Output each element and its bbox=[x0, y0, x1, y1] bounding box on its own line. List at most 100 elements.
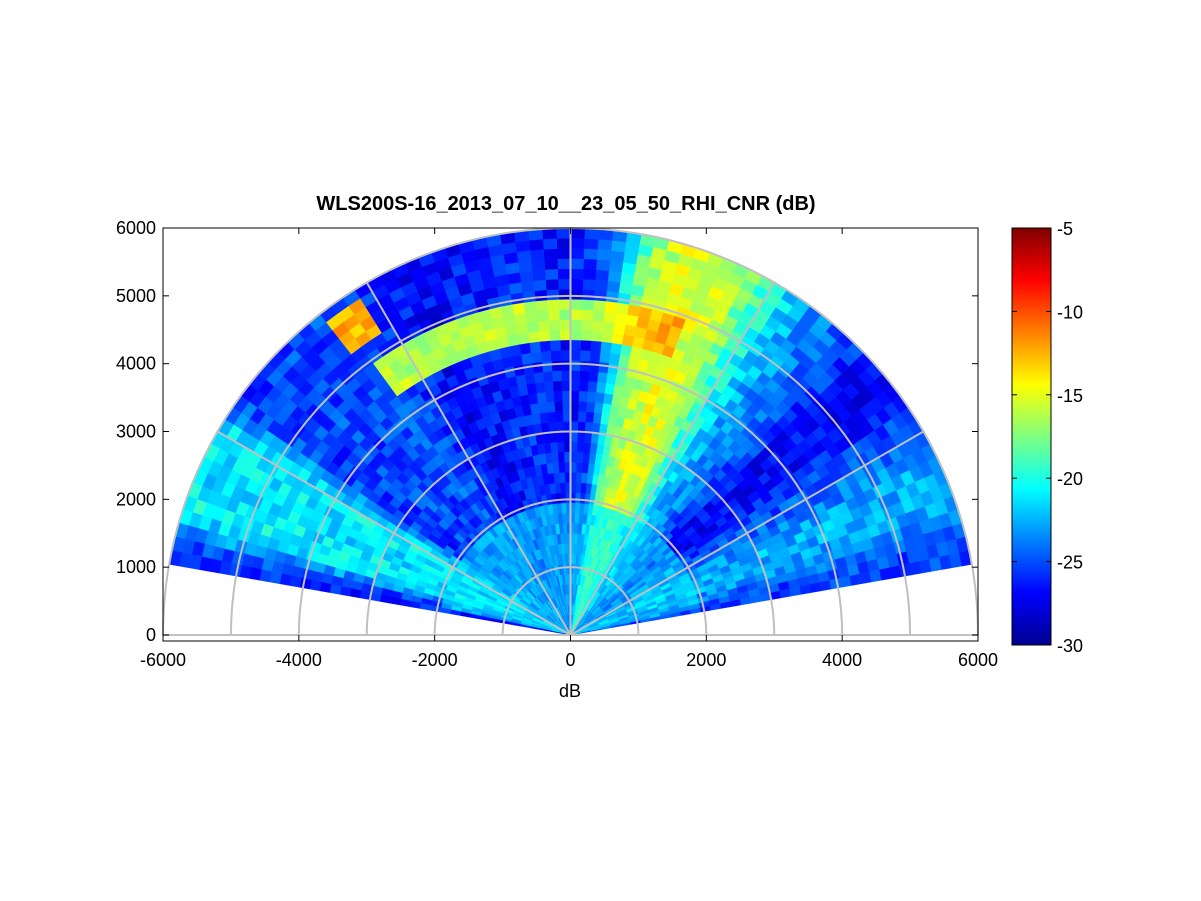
heatmap-cell bbox=[581, 309, 594, 321]
heatmap-cell bbox=[537, 320, 550, 332]
y-tick-label: 1000 bbox=[116, 557, 156, 577]
heatmap-cell bbox=[580, 339, 592, 352]
heatmap-cell bbox=[578, 400, 588, 412]
heatmap-cell bbox=[536, 391, 547, 404]
heatmap-cell bbox=[580, 319, 593, 331]
heatmap-cell bbox=[582, 289, 595, 301]
colorbar-tick-label: -10 bbox=[1057, 302, 1083, 322]
heatmap-cell bbox=[529, 341, 541, 354]
heatmap-cell bbox=[588, 452, 597, 464]
heatmap-cell bbox=[582, 278, 596, 291]
heatmap-cell bbox=[588, 360, 600, 373]
heatmap-cell bbox=[560, 360, 571, 371]
heatmap-cell bbox=[573, 533, 578, 544]
heatmap-cell bbox=[511, 302, 526, 315]
heatmap-cell bbox=[579, 350, 591, 362]
heatmap-cell bbox=[570, 400, 579, 412]
heatmap-cell bbox=[528, 238, 544, 251]
x-axis-label: dB bbox=[559, 681, 581, 701]
heatmap-cell bbox=[562, 400, 571, 412]
angle-spoke bbox=[217, 430, 571, 636]
heatmap-cell bbox=[570, 390, 580, 402]
heatmap-cell bbox=[524, 310, 538, 323]
heatmap-cell bbox=[570, 349, 581, 361]
heatmap-cell bbox=[517, 332, 530, 345]
heatmap-cell bbox=[595, 269, 610, 282]
heatmap-cell bbox=[570, 227, 585, 239]
heatmap-cell bbox=[596, 371, 608, 384]
heatmap-cell bbox=[530, 259, 546, 271]
heatmap-cell bbox=[594, 391, 605, 404]
heatmap-cell bbox=[570, 319, 582, 331]
heatmap-cell bbox=[556, 431, 564, 443]
heatmap-cell bbox=[544, 268, 559, 280]
heatmap-cell bbox=[547, 309, 560, 321]
heatmap-cell bbox=[554, 411, 564, 423]
heatmap-cell bbox=[531, 361, 544, 374]
heatmap-cell bbox=[526, 321, 539, 333]
heatmap-cell bbox=[575, 482, 582, 494]
heatmap-cell bbox=[576, 451, 584, 463]
heatmap-cell bbox=[570, 288, 583, 300]
heatmap-cell bbox=[618, 354, 631, 367]
heatmap-cell bbox=[593, 402, 604, 414]
heatmap-cell bbox=[534, 289, 548, 302]
chart-title: WLS200S-16_2013_07_10__23_05_50_RHI_CNR … bbox=[316, 193, 815, 215]
heatmap-cell bbox=[558, 472, 566, 483]
x-tick-label: 6000 bbox=[958, 650, 998, 670]
heatmap-cell bbox=[546, 299, 560, 311]
heatmap-cell bbox=[542, 370, 553, 383]
heatmap-cell bbox=[547, 421, 557, 433]
heatmap-cell bbox=[611, 332, 624, 345]
plot-area: -6000 -4000 -2000 0 2000 4000 6000 0 1000 2000 300… bbox=[116, 218, 998, 670]
heatmap-cell bbox=[575, 461, 583, 473]
heatmap-cell bbox=[580, 472, 588, 484]
y-tick-label: 3000 bbox=[116, 422, 156, 442]
heatmap-cell bbox=[545, 278, 559, 291]
heatmap-cell bbox=[608, 260, 624, 273]
heatmap-cell bbox=[557, 258, 571, 270]
heatmap-cell bbox=[545, 401, 556, 413]
heatmap-cell bbox=[570, 431, 578, 442]
heatmap-cell bbox=[607, 270, 622, 283]
heatmap-cell bbox=[584, 421, 594, 433]
heatmap-cell bbox=[562, 410, 571, 422]
heatmap-cell bbox=[518, 342, 532, 355]
heatmap-cell bbox=[556, 227, 571, 239]
heatmap-cell bbox=[602, 392, 614, 405]
heatmap-cell bbox=[610, 240, 627, 253]
x-tick-label: -2000 bbox=[412, 650, 458, 670]
heatmap-cell bbox=[570, 441, 578, 453]
heatmap-cell bbox=[530, 351, 542, 364]
heatmap-cell bbox=[543, 248, 558, 260]
heatmap-cell bbox=[609, 250, 625, 263]
heatmap-cell bbox=[560, 349, 571, 361]
colorbar-tick-label: -5 bbox=[1057, 219, 1073, 239]
heatmap-cell bbox=[535, 299, 548, 312]
heatmap-cell bbox=[606, 280, 621, 293]
heatmap-cell bbox=[570, 410, 579, 422]
colorbar-gradient bbox=[1011, 227, 1052, 646]
heatmap-cell bbox=[570, 329, 582, 341]
heatmap-cell bbox=[520, 280, 535, 293]
heatmap-cells bbox=[168, 227, 973, 636]
x-tick-label: 4000 bbox=[822, 650, 862, 670]
heatmap-cell bbox=[597, 238, 613, 251]
heatmap-cell bbox=[607, 362, 619, 375]
heatmap-cell bbox=[541, 360, 553, 373]
heatmap-cell bbox=[588, 370, 599, 383]
heatmap-cell bbox=[593, 299, 606, 312]
colorbar-tick-label: -20 bbox=[1057, 469, 1083, 489]
heatmap-cell bbox=[604, 300, 618, 313]
heatmap-cell bbox=[542, 238, 558, 250]
heatmap-cell bbox=[570, 370, 580, 381]
heatmap-cell bbox=[289, 575, 302, 588]
y-tick-label: 5000 bbox=[116, 286, 156, 306]
heatmap-cell bbox=[515, 322, 529, 335]
heatmap-cell bbox=[570, 237, 585, 249]
heatmap-cell bbox=[570, 299, 583, 310]
heatmap-cell bbox=[543, 381, 554, 393]
heatmap-cell bbox=[539, 340, 551, 352]
heatmap-cell bbox=[579, 370, 590, 382]
